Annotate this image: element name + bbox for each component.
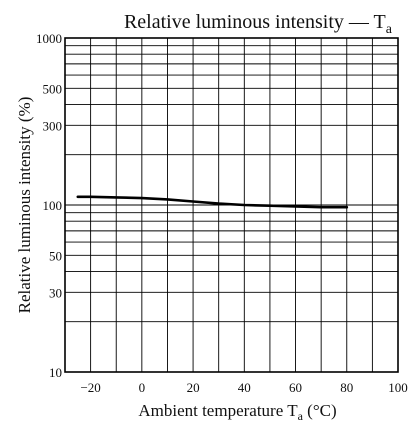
x-tick-label: 100 xyxy=(388,380,408,395)
x-axis-title-unit: (°C) xyxy=(303,401,337,420)
y-tick-label: 10 xyxy=(49,365,62,380)
x-tick-label: 0 xyxy=(139,380,146,395)
chart-title-subscript: a xyxy=(386,22,393,37)
series-line xyxy=(76,195,349,209)
y-tick-label: 1000 xyxy=(36,31,62,46)
x-axis-title: Ambient temperature Ta (°C) xyxy=(138,401,336,423)
x-tick-label: −20 xyxy=(80,380,100,395)
x-tick-label: 80 xyxy=(340,380,353,395)
y-tick-label: 30 xyxy=(49,285,62,300)
tick-label-layer: −20 0 20 40 60 80 100 10 30 50 100 300 500 1000 xyxy=(36,31,408,395)
grid-layer xyxy=(64,37,399,373)
x-tick-label: 60 xyxy=(289,380,302,395)
y-tick-label: 100 xyxy=(43,198,63,213)
x-tick-label: 20 xyxy=(187,380,200,395)
chart-title: Relative luminous intensity — Ta xyxy=(124,11,393,37)
y-tick-label: 50 xyxy=(49,248,62,263)
x-tick-label: 40 xyxy=(238,380,251,395)
y-tick-label: 300 xyxy=(43,118,63,133)
chart-title-main: Relative luminous intensity — T xyxy=(124,11,386,33)
plot-frame xyxy=(64,37,399,373)
y-tick-label: 500 xyxy=(43,81,63,96)
y-axis-title: Relative luminous intensity (%) xyxy=(15,97,34,314)
x-axis-title-subscript: a xyxy=(298,409,304,423)
x-axis-title-main: Ambient temperature T xyxy=(138,401,298,420)
series-layer xyxy=(76,195,349,209)
